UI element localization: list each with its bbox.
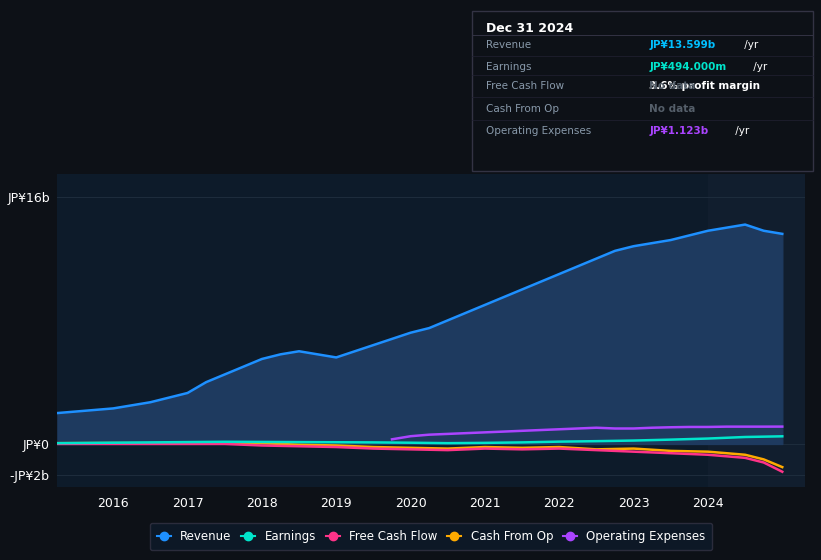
Text: Cash From Op: Cash From Op <box>486 104 559 114</box>
Text: /yr: /yr <box>750 62 768 72</box>
Text: /yr: /yr <box>732 126 750 136</box>
Text: No data: No data <box>649 81 695 91</box>
Text: JP¥494.000m: JP¥494.000m <box>649 62 727 72</box>
Text: JP¥13.599b: JP¥13.599b <box>649 40 715 50</box>
Text: Operating Expenses: Operating Expenses <box>486 126 591 136</box>
Bar <box>708 174 805 487</box>
Text: Revenue: Revenue <box>486 40 531 50</box>
Text: No data: No data <box>649 104 695 114</box>
Text: Free Cash Flow: Free Cash Flow <box>486 81 564 91</box>
Text: Earnings: Earnings <box>486 62 531 72</box>
Legend: Revenue, Earnings, Free Cash Flow, Cash From Op, Operating Expenses: Revenue, Earnings, Free Cash Flow, Cash … <box>149 523 713 550</box>
Text: /yr: /yr <box>741 40 759 50</box>
Text: JP¥1.123b: JP¥1.123b <box>649 126 709 136</box>
Text: 3.6% profit margin: 3.6% profit margin <box>649 81 760 91</box>
Text: Dec 31 2024: Dec 31 2024 <box>486 22 573 35</box>
